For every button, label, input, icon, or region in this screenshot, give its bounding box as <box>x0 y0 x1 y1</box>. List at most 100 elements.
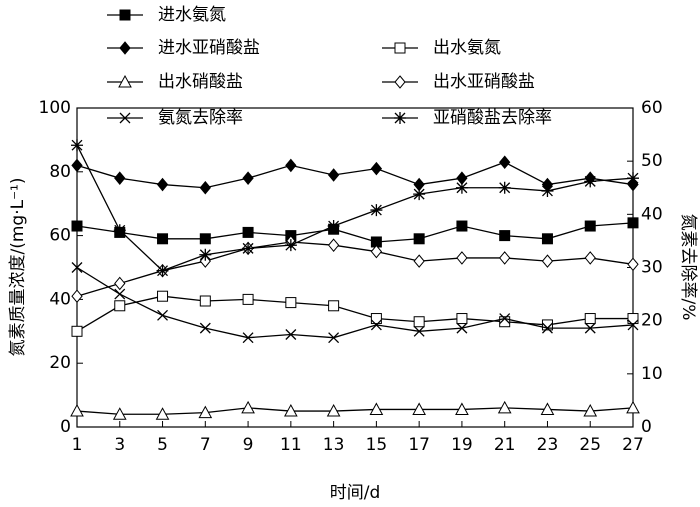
marker <box>542 322 553 334</box>
marker <box>114 288 126 300</box>
y2-tick-label: 60 <box>641 98 663 118</box>
x-tick-label: 3 <box>114 435 125 455</box>
x-tick-label: 15 <box>366 435 388 455</box>
marker <box>584 175 597 188</box>
marker <box>627 257 639 272</box>
x-tick-label: 23 <box>537 435 559 455</box>
series-line <box>76 407 634 415</box>
marker <box>119 41 131 55</box>
marker <box>284 239 297 252</box>
marker <box>119 112 131 124</box>
marker <box>119 9 131 21</box>
marker <box>199 180 211 195</box>
marker <box>242 293 254 305</box>
series-line <box>76 222 634 243</box>
x-tick-label: 19 <box>451 435 473 455</box>
y2-tick-label: 50 <box>641 151 663 171</box>
marker <box>455 181 468 194</box>
marker <box>118 74 132 88</box>
x-tick-label: 27 <box>622 435 644 455</box>
marker <box>114 171 126 185</box>
marker <box>413 325 425 337</box>
marker <box>285 158 297 173</box>
marker <box>70 404 84 417</box>
marker <box>541 319 553 331</box>
marker <box>285 297 297 309</box>
marker <box>370 244 383 259</box>
marker <box>71 262 83 273</box>
marker <box>499 230 511 242</box>
marker <box>155 407 170 420</box>
marker <box>499 313 511 324</box>
marker <box>370 161 383 176</box>
marker <box>199 295 211 307</box>
y-tick-label: 100 <box>39 98 71 118</box>
marker <box>156 177 169 192</box>
x-tick-label: 1 <box>72 435 83 455</box>
x-tick-label: 25 <box>579 435 601 455</box>
marker <box>583 404 598 417</box>
marker <box>156 264 169 277</box>
y2-tick-label: 40 <box>641 204 663 224</box>
x-tick-label: 21 <box>494 435 516 455</box>
x-axis-label: 时间/d <box>330 483 381 503</box>
marker <box>627 313 639 325</box>
marker <box>114 276 126 291</box>
marker <box>157 233 169 245</box>
marker <box>71 289 83 303</box>
marker <box>241 400 255 414</box>
legend-label: 氨氮去除率 <box>158 108 243 128</box>
marker <box>499 155 511 170</box>
y2-axis-label: 氮素去除率/% <box>678 214 698 321</box>
legend-label: 亚硝酸盐去除率 <box>433 108 552 128</box>
marker <box>327 220 340 233</box>
legend-label: 出水硝酸盐 <box>158 72 243 92</box>
x-tick-label: 5 <box>157 435 168 455</box>
legend-label: 进水氨氮 <box>158 5 226 25</box>
marker <box>242 242 255 255</box>
marker <box>456 322 468 334</box>
marker <box>412 402 426 415</box>
marker <box>626 400 640 414</box>
marker <box>328 332 340 344</box>
y2-tick-label: 30 <box>641 258 663 278</box>
marker <box>540 402 555 415</box>
marker <box>326 404 341 417</box>
marker <box>456 220 468 232</box>
marker <box>369 402 384 415</box>
marker <box>627 319 639 331</box>
marker <box>199 248 212 261</box>
marker <box>285 329 297 340</box>
y-axis-label: 氮素质量浓度/(mg·L⁻¹) <box>8 177 28 356</box>
marker <box>327 168 340 182</box>
marker <box>284 404 298 417</box>
legend-label: 进水亚硝酸盐 <box>158 38 260 58</box>
marker <box>242 332 254 344</box>
marker <box>370 313 382 325</box>
marker <box>112 407 127 420</box>
x-tick-label: 13 <box>323 435 345 455</box>
marker <box>71 139 83 152</box>
marker <box>413 188 426 201</box>
marker <box>499 316 511 328</box>
y-tick-label: 40 <box>49 289 71 309</box>
marker <box>328 300 340 312</box>
marker <box>242 171 254 185</box>
marker <box>198 405 213 419</box>
marker <box>584 313 596 325</box>
y-tick-label: 80 <box>49 162 71 182</box>
marker <box>157 309 168 321</box>
marker <box>413 316 425 328</box>
series-line <box>76 266 634 339</box>
marker <box>199 322 211 334</box>
y-tick-label: 20 <box>49 353 71 373</box>
marker <box>584 322 596 334</box>
marker <box>327 238 340 252</box>
marker <box>499 251 511 265</box>
marker <box>627 172 639 185</box>
x-tick-label: 17 <box>408 435 430 455</box>
x-tick-label: 9 <box>243 435 254 455</box>
marker <box>71 220 83 232</box>
